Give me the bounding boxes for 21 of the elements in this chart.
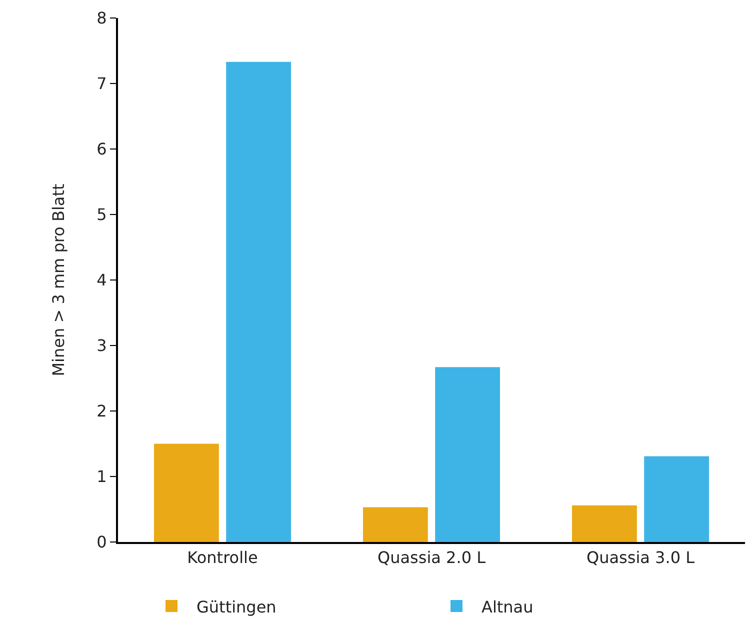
- y-tick-label: 8: [96, 8, 107, 28]
- y-tick-label: 7: [96, 74, 107, 94]
- bar: [572, 505, 637, 542]
- y-tick-label: 6: [96, 140, 107, 159]
- y-axis-title: Minen > 3 mm pro Blatt: [49, 184, 68, 376]
- legend-label: Güttingen: [196, 597, 276, 616]
- y-tick-label: 4: [96, 270, 107, 290]
- y-tick-label: 1: [96, 467, 107, 486]
- legend-label: Altnau: [482, 597, 534, 616]
- bar: [644, 456, 709, 542]
- y-tick-label: 0: [96, 532, 107, 552]
- bar: [435, 367, 500, 542]
- bar: [154, 444, 219, 542]
- y-tick-label: 2: [96, 402, 107, 421]
- x-tick-label: Quassia 3.0 L: [586, 548, 695, 568]
- y-tick-label: 5: [96, 205, 107, 224]
- bar: [363, 507, 428, 542]
- x-tick-label: Quassia 2.0 L: [378, 548, 486, 568]
- y-tick-label: 3: [96, 336, 107, 356]
- bar: [226, 62, 291, 542]
- x-tick-label: Kontrolle: [187, 548, 258, 568]
